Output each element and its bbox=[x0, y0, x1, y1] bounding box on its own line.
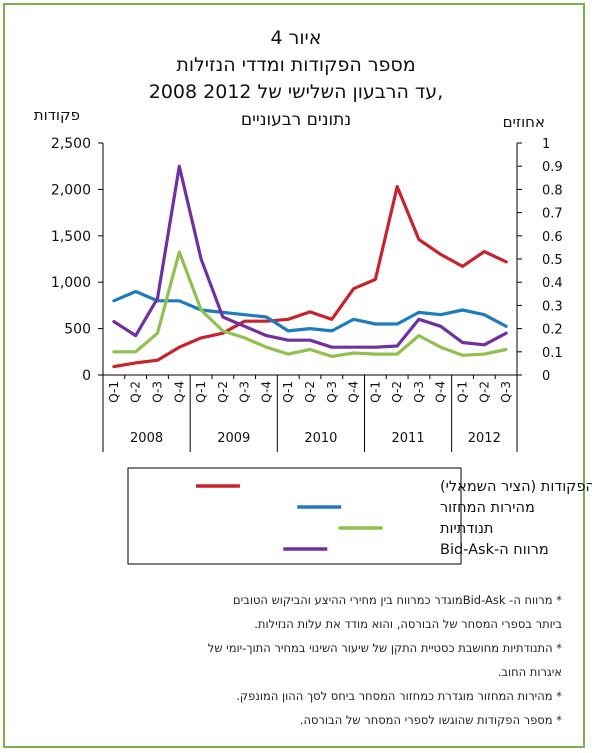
footnote-line: * התנודתיות מחושבת כסטיית התקן של שיעור … bbox=[207, 641, 562, 655]
x-tick-label: Q-2 bbox=[216, 381, 230, 403]
footnote-line: ביותר בספרי המסחר של הבורסה, והוא מודד א… bbox=[254, 617, 562, 631]
x-tick-label: Q-4 bbox=[259, 381, 273, 403]
right-tick-label: 0.6 bbox=[542, 230, 563, 245]
x-tick-label: Q-3 bbox=[412, 381, 426, 403]
x-tick-label: Q-2 bbox=[390, 381, 404, 403]
footnotes: * מרווח ה- Bid-Askמוגדר כמרווח בין מחירי… bbox=[42, 588, 562, 732]
chart-title-line: נתונים רבעוניים bbox=[241, 110, 351, 130]
x-tick-label: Q-3 bbox=[150, 381, 164, 403]
year-label: 2008 bbox=[130, 431, 163, 446]
x-tick-label: Q-1 bbox=[194, 381, 208, 403]
right-tick-label: 1 bbox=[542, 137, 550, 152]
x-tick-label: Q-3 bbox=[325, 381, 339, 403]
right-tick-label: 0.4 bbox=[542, 276, 563, 291]
year-label: 2010 bbox=[304, 431, 337, 446]
legend-label: מרווח ה-Bid-Ask bbox=[440, 542, 549, 558]
left-tick-label: 2,500 bbox=[51, 136, 91, 152]
chart-title-line: איור 4 bbox=[271, 27, 322, 49]
series-line bbox=[112, 164, 508, 349]
legend-label: תנודתיות bbox=[440, 521, 493, 537]
right-axis-label: אחוזים bbox=[503, 113, 545, 131]
right-tick-label: 0.2 bbox=[542, 323, 563, 338]
chart-title-line: מספר הפקודות ומדדי הנזילות bbox=[176, 54, 415, 76]
right-tick-label: 0.8 bbox=[542, 183, 563, 198]
right-tick-label: 0.7 bbox=[542, 207, 563, 222]
right-tick-label: 0.3 bbox=[542, 299, 563, 314]
x-tick-label: Q-4 bbox=[172, 381, 186, 403]
footnote-line: * מספר הפקודות שהוגשו לספרי המסחר של הבו… bbox=[299, 713, 562, 727]
right-tick-label: 0.9 bbox=[542, 160, 563, 175]
series-line bbox=[112, 250, 508, 358]
left-tick-label: 1,500 bbox=[51, 229, 91, 245]
right-tick-label: 0.5 bbox=[542, 253, 563, 268]
year-label: 2009 bbox=[217, 431, 250, 446]
x-tick-label: Q-1 bbox=[368, 381, 382, 403]
legend-label: מספר הפקודות (הציר השמאלי) bbox=[440, 479, 592, 495]
right-tick-label: 0 bbox=[542, 369, 550, 384]
right-tick-label: 0.1 bbox=[542, 346, 563, 361]
legend-label: מהירות המחזור bbox=[440, 500, 535, 516]
x-tick-label: Q-1 bbox=[107, 381, 121, 403]
x-tick-label: Q-2 bbox=[129, 381, 143, 403]
left-axis-label: פקודות bbox=[34, 106, 80, 124]
year-label: 2012 bbox=[468, 431, 501, 446]
left-tick-label: 1,000 bbox=[51, 275, 91, 291]
footnote-line: איגרות החוב. bbox=[497, 665, 562, 679]
x-tick-label: Q-1 bbox=[281, 381, 295, 403]
x-tick-label: Q-3 bbox=[499, 381, 513, 403]
series-line bbox=[112, 289, 508, 333]
footnote-line: * מהירות המחזור מוגדרת כמחזור המסחר ביחס… bbox=[236, 689, 562, 703]
x-tick-label: Q-2 bbox=[303, 381, 317, 403]
left-tick-label: 500 bbox=[64, 322, 91, 338]
left-tick-label: 2,000 bbox=[51, 182, 91, 198]
chart-title-line: 2008 עד הרבעון השלישי של 2012, bbox=[149, 81, 444, 103]
x-tick-label: Q-2 bbox=[477, 381, 491, 403]
left-tick-label: 0 bbox=[82, 368, 91, 384]
series-line bbox=[112, 185, 508, 369]
footnote-line: * מרווח ה- Bid-Askמוגדר כמרווח בין מחירי… bbox=[232, 593, 562, 607]
x-tick-label: Q-4 bbox=[434, 381, 448, 403]
year-label: 2011 bbox=[392, 431, 425, 446]
x-tick-label: Q-4 bbox=[347, 381, 361, 403]
x-tick-label: Q-3 bbox=[238, 381, 252, 403]
x-tick-label: Q-1 bbox=[456, 381, 470, 403]
